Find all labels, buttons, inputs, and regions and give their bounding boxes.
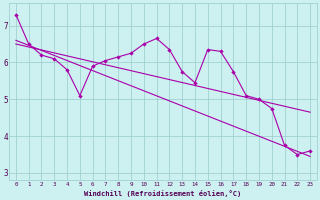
X-axis label: Windchill (Refroidissement éolien,°C): Windchill (Refroidissement éolien,°C) (84, 190, 242, 197)
